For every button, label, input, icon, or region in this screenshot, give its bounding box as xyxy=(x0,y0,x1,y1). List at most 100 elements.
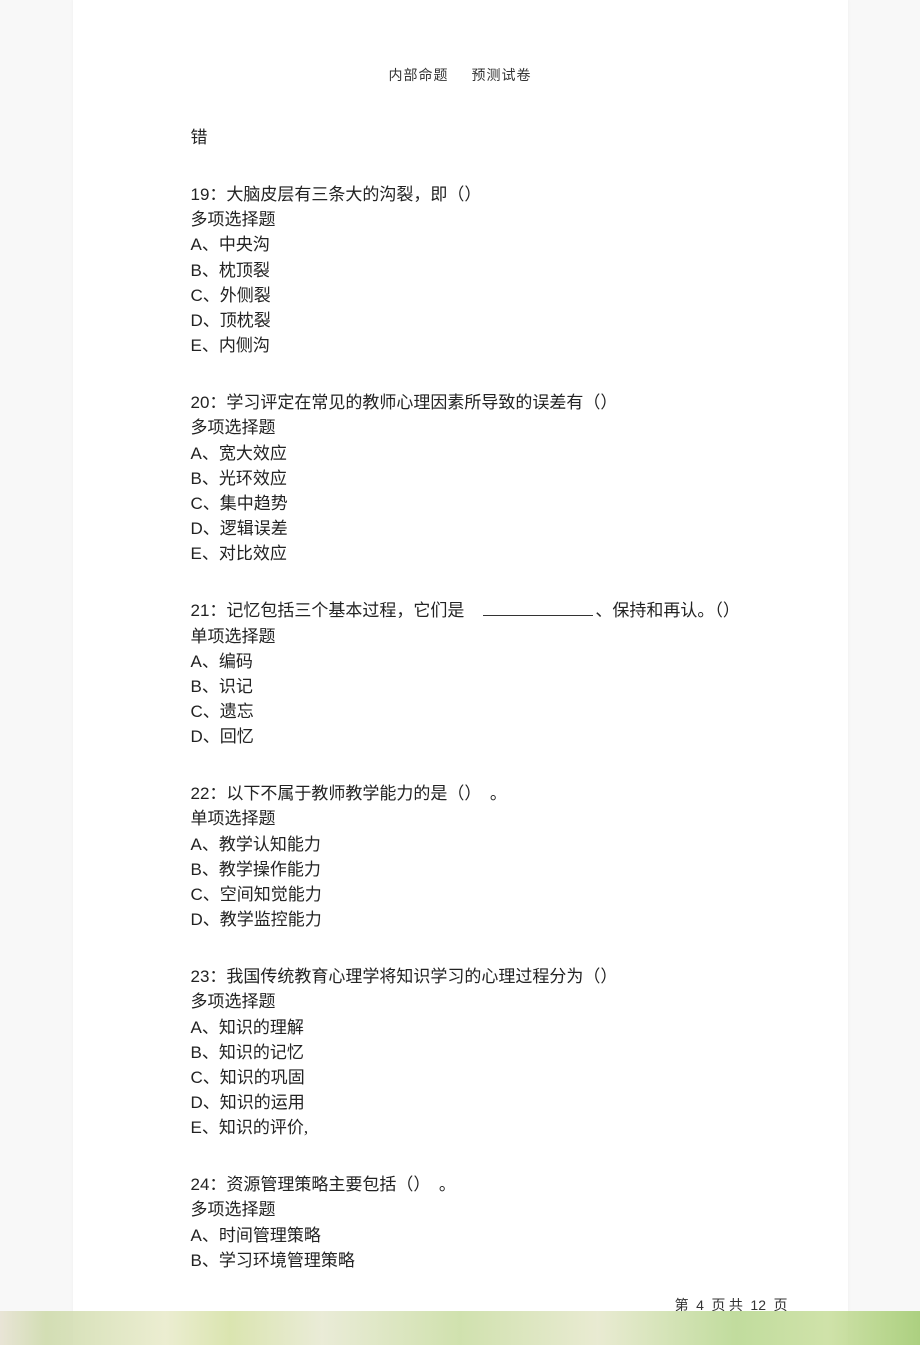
question-stem: 23：我国传统教育心理学将知识学习的心理过程分为（） xyxy=(191,964,788,989)
option-separator: 、 xyxy=(203,702,220,721)
option-separator: 、 xyxy=(202,544,219,563)
option-text: 宽大效应 xyxy=(219,444,287,463)
option-separator: 、 xyxy=(203,885,220,904)
option-letter: D xyxy=(191,727,203,746)
question-type-label: 多项选择题 xyxy=(191,989,788,1014)
option-text: 知识的记忆 xyxy=(219,1043,304,1062)
option-letter: D xyxy=(191,910,203,929)
option-letter: A xyxy=(191,235,202,254)
option-line: C、外侧裂 xyxy=(191,283,788,308)
question-options: A、编码B、识记C、遗忘D、回忆 xyxy=(191,649,788,750)
option-line: C、知识的巩固 xyxy=(191,1065,788,1090)
option-text: 回忆 xyxy=(220,727,254,746)
header-right: 预测试卷 xyxy=(472,69,532,84)
option-separator: 、 xyxy=(202,336,219,355)
option-text: 识记 xyxy=(219,677,253,696)
question-block: 24：资源管理策略主要包括（） 。多项选择题A、时间管理策略B、学习环境管理策略 xyxy=(191,1172,788,1273)
option-separator: 、 xyxy=(202,860,219,879)
option-line: A、宽大效应 xyxy=(191,441,788,466)
question-number: 24 xyxy=(191,1175,210,1194)
option-line: B、知识的记忆 xyxy=(191,1040,788,1065)
option-letter: D xyxy=(191,1093,203,1112)
option-letter: E xyxy=(191,1118,202,1137)
header-left: 内部命题 xyxy=(389,69,449,84)
option-text: 教学认知能力 xyxy=(219,835,321,854)
option-separator: 、 xyxy=(202,261,219,280)
question-stem-text: ：学习评定在常见的教师心理因素所导致的误差有（） xyxy=(209,393,617,412)
question-number: 19 xyxy=(191,185,210,204)
option-letter: C xyxy=(191,702,203,721)
option-letter: D xyxy=(191,519,203,538)
option-text: 知识的巩固 xyxy=(220,1068,305,1087)
question-stem: 22：以下不属于教师教学能力的是（） 。 xyxy=(191,781,788,806)
option-letter: C xyxy=(191,1068,203,1087)
option-separator: 、 xyxy=(202,1043,219,1062)
question-type-label: 单项选择题 xyxy=(191,624,788,649)
page-header: 内部命题 预测试卷 xyxy=(73,65,848,85)
option-line: B、枕顶裂 xyxy=(191,258,788,283)
option-line: D、顶枕裂 xyxy=(191,308,788,333)
questions-container: 19：大脑皮层有三条大的沟裂，即（）多项选择题A、中央沟B、枕顶裂C、外侧裂D、… xyxy=(191,182,788,1273)
option-letter: B xyxy=(191,1251,202,1270)
option-letter: B xyxy=(191,1043,202,1062)
option-separator: 、 xyxy=(202,235,219,254)
option-line: C、空间知觉能力 xyxy=(191,882,788,907)
option-line: A、教学认知能力 xyxy=(191,832,788,857)
option-separator: 、 xyxy=(203,1068,220,1087)
option-text: 学习环境管理策略 xyxy=(219,1251,355,1270)
option-separator: 、 xyxy=(202,469,219,488)
content-body: 错 19：大脑皮层有三条大的沟裂，即（）多项选择题A、中央沟B、枕顶裂C、外侧裂… xyxy=(73,125,848,1273)
fill-blank-underline xyxy=(483,600,593,616)
option-text: 时间管理策略 xyxy=(219,1226,321,1245)
option-text: 枕顶裂 xyxy=(219,261,270,280)
question-options: A、时间管理策略B、学习环境管理策略 xyxy=(191,1223,788,1273)
option-text: 对比效应 xyxy=(219,544,287,563)
option-letter: C xyxy=(191,494,203,513)
option-separator: 、 xyxy=(203,286,220,305)
option-text: 遗忘 xyxy=(220,702,254,721)
option-text: 知识的运用 xyxy=(220,1093,305,1112)
option-separator: 、 xyxy=(203,494,220,513)
option-separator: 、 xyxy=(202,652,219,671)
option-line: B、光环效应 xyxy=(191,466,788,491)
option-text: 编码 xyxy=(219,652,253,671)
option-line: C、集中趋势 xyxy=(191,491,788,516)
option-separator: 、 xyxy=(202,677,219,696)
question-stem-text: ：资源管理策略主要包括（） 。 xyxy=(209,1175,456,1194)
option-text: 集中趋势 xyxy=(220,494,288,513)
option-line: B、学习环境管理策略 xyxy=(191,1248,788,1273)
sheet: 内部命题 预测试卷 错 19：大脑皮层有三条大的沟裂，即（）多项选择题A、中央沟… xyxy=(73,0,848,1345)
question-block: 22：以下不属于教师教学能力的是（） 。单项选择题A、教学认知能力B、教学操作能… xyxy=(191,781,788,932)
option-text: 空间知觉能力 xyxy=(220,885,322,904)
question-number: 20 xyxy=(191,393,210,412)
option-separator: 、 xyxy=(203,727,220,746)
option-letter: B xyxy=(191,677,202,696)
option-line: D、逻辑误差 xyxy=(191,516,788,541)
option-text: 光环效应 xyxy=(219,469,287,488)
question-options: A、知识的理解B、知识的记忆C、知识的巩固D、知识的运用E、知识的评价, xyxy=(191,1015,788,1141)
question-number: 23 xyxy=(191,967,210,986)
option-letter: B xyxy=(191,261,202,280)
question-stem-text: ：我国传统教育心理学将知识学习的心理过程分为（） xyxy=(209,967,617,986)
question-number: 21 xyxy=(191,601,210,620)
option-letter: A xyxy=(191,835,202,854)
option-text: 教学监控能力 xyxy=(220,910,322,929)
option-separator: 、 xyxy=(202,1226,219,1245)
option-text: 知识的评价, xyxy=(219,1118,308,1137)
option-separator: 、 xyxy=(202,1251,219,1270)
option-separator: 、 xyxy=(203,910,220,929)
question-block: 19：大脑皮层有三条大的沟裂，即（）多项选择题A、中央沟B、枕顶裂C、外侧裂D、… xyxy=(191,182,788,358)
option-separator: 、 xyxy=(202,444,219,463)
question-type-label: 多项选择题 xyxy=(191,1197,788,1222)
option-letter: A xyxy=(191,652,202,671)
option-letter: A xyxy=(191,444,202,463)
option-line: E、内侧沟 xyxy=(191,333,788,358)
option-letter: C xyxy=(191,885,203,904)
question-type-label: 单项选择题 xyxy=(191,806,788,831)
option-line: E、对比效应 xyxy=(191,541,788,566)
option-line: D、知识的运用 xyxy=(191,1090,788,1115)
option-line: D、回忆 xyxy=(191,724,788,749)
option-letter: E xyxy=(191,544,202,563)
option-text: 外侧裂 xyxy=(220,286,271,305)
question-options: A、中央沟B、枕顶裂C、外侧裂D、顶枕裂E、内侧沟 xyxy=(191,232,788,358)
